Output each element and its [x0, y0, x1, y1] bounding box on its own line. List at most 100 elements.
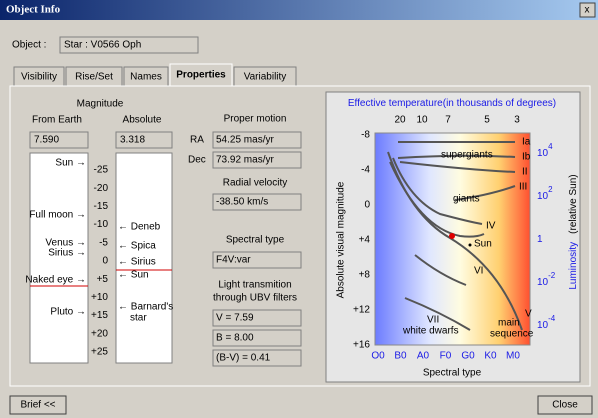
earth-marker: Sirius →	[48, 248, 86, 259]
spectral-type-value: F4V:var	[216, 255, 251, 266]
tab-label[interactable]: Properties	[176, 70, 226, 81]
tab-label[interactable]: Visibility	[21, 72, 57, 83]
tab-label[interactable]: Rise/Set	[75, 72, 113, 83]
ra-value: 54.25 mas/yr	[216, 135, 274, 146]
scale-tick-label: -10	[94, 219, 109, 230]
scale-tick-label: +20	[91, 328, 108, 339]
temperature-tick: 20	[394, 115, 406, 126]
spectral-tick: K0	[484, 351, 497, 362]
spectral-tick: M0	[506, 351, 520, 362]
bv-value: (B-V) = 0.41	[216, 353, 271, 364]
class-label: V	[525, 309, 532, 320]
earth-marker: Full moon →	[29, 210, 86, 221]
magnitude-tick: +4	[359, 235, 371, 246]
from-earth-value: 7.590	[34, 135, 59, 146]
earth-scale	[29, 152, 89, 364]
close-button-label[interactable]: Close	[552, 400, 578, 411]
earth-marker: Pluto →	[50, 307, 86, 318]
luminosity-tick: 1	[537, 234, 543, 245]
luminosity-tick-exp: 4	[548, 142, 553, 151]
region-label: Sun	[474, 239, 492, 250]
luminosity-main: Luminosity	[568, 242, 579, 290]
class-ib	[397, 154, 516, 159]
bv-field	[212, 349, 302, 367]
magnitude-tick: +8	[359, 270, 371, 281]
temperature-tick: 10	[416, 115, 428, 126]
magnitude-tick: +16	[353, 340, 370, 351]
object-value: Star : V0566 Oph	[64, 40, 141, 51]
from-earth-field	[29, 131, 89, 149]
temperature-tick: 7	[445, 115, 451, 126]
ra-label: RA	[190, 135, 204, 146]
class-label: Ia	[522, 137, 531, 148]
absolute-marker: ← Sirius	[118, 257, 156, 268]
spectral-tick: A0	[417, 351, 430, 362]
luminosity-note: (relative Sun)	[568, 174, 579, 233]
scale-tick-label: 0	[102, 256, 108, 267]
v-field	[212, 309, 302, 327]
class-ii	[399, 161, 516, 173]
from-earth-label: From Earth	[32, 115, 82, 126]
scale-tick-label: -20	[94, 183, 109, 194]
absolute-marker: ← Deneb	[118, 222, 161, 233]
luminosity-tick-base: 10	[537, 191, 549, 202]
region-label: white dwarfs	[402, 326, 459, 337]
b-value: B = 8.00	[216, 333, 254, 344]
class-vi	[414, 254, 467, 286]
object-field	[59, 36, 199, 54]
radial-velocity-value: -38.50 km/s	[216, 197, 268, 208]
scale-tick-label: -25	[94, 165, 109, 176]
scale-tick-label: +25	[91, 347, 108, 358]
class-label: VI	[474, 266, 483, 277]
scale-tick-label: +5	[97, 274, 109, 285]
region-label: sequence	[490, 329, 534, 340]
absolute-scale	[115, 152, 173, 364]
spectral-tick: G0	[461, 351, 475, 362]
window-title: Object Info	[6, 4, 61, 16]
proper-motion-title: Proper motion	[224, 114, 287, 125]
spectral-tick: O0	[371, 351, 385, 362]
luminosity-tick: 104	[537, 142, 553, 159]
luminosity-label: Luminosity (relative Sun)	[568, 174, 579, 289]
radial-velocity-field	[212, 193, 302, 211]
light-title: through UBV filters	[213, 293, 297, 304]
object-label: Object :	[12, 40, 46, 51]
title-bar	[0, 0, 598, 20]
tab-label[interactable]: Variability	[244, 72, 287, 83]
dec-value: 73.92 mas/yr	[216, 155, 274, 166]
scale-tick-label: +15	[91, 310, 108, 321]
tab-label[interactable]: Names	[130, 72, 162, 83]
close-button[interactable]	[537, 395, 593, 415]
y-axis-label: Absolute visual magnitude	[336, 181, 347, 298]
tabs: Visibility Rise/Set Names Properties Variabi…	[13, 63, 297, 88]
dec-field	[212, 151, 302, 169]
scale-tick-label: +10	[91, 292, 108, 303]
absolute-label: Absolute	[123, 115, 162, 126]
close-box[interactable]	[579, 2, 596, 18]
hr-title-main: Effective temperature	[348, 98, 443, 109]
absolute-marker: star	[130, 313, 147, 324]
absolute-marker: ← Barnard's	[118, 302, 173, 313]
class-iii	[454, 185, 516, 201]
brief-button-label[interactable]: Brief <<	[20, 400, 55, 411]
temperature-tick: 5	[484, 115, 490, 126]
luminosity-tick-exp: 2	[548, 185, 553, 194]
luminosity-tick-base: 10	[537, 148, 549, 159]
temperature-tick: 3	[514, 115, 520, 126]
earth-marker: Naked eye →	[25, 275, 86, 286]
scale-tick-label: -15	[94, 201, 109, 212]
close-x[interactable]: x	[585, 5, 590, 16]
class-iii-branch	[392, 157, 483, 225]
magnitude-tick: 0	[364, 200, 370, 211]
magnitude-tick: -4	[361, 165, 370, 176]
luminosity-tick-exp: -4	[548, 314, 556, 323]
ra-field	[212, 131, 302, 149]
class-label: IV	[486, 221, 496, 232]
brief-button[interactable]	[9, 395, 67, 415]
luminosity-tick: 10-4	[537, 314, 556, 331]
scale-tick-label: -5	[99, 237, 108, 248]
region-label: giants	[453, 194, 480, 205]
region-label: main	[498, 318, 520, 329]
class-label: III	[519, 182, 527, 193]
